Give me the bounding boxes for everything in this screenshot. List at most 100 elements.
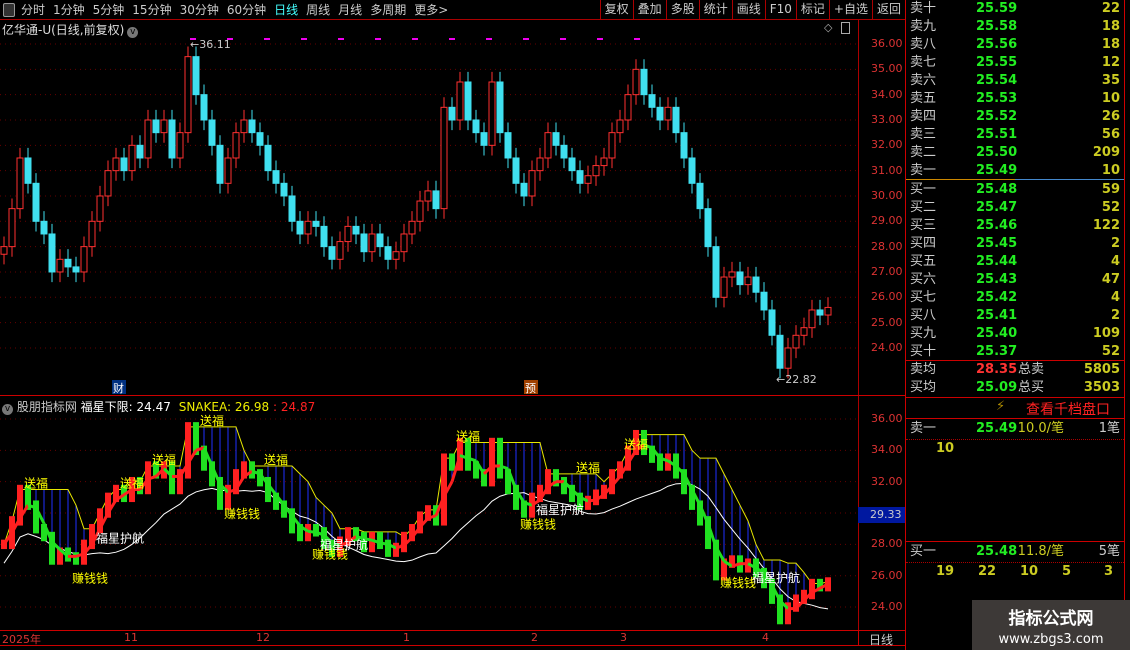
trend-segment [10, 517, 22, 534]
level-volume: 10 [1101, 163, 1120, 178]
signal-label: 赚钱钱 [520, 517, 556, 532]
trend-segment [18, 504, 30, 520]
toolbar-button-2[interactable]: 多股 [665, 0, 699, 20]
trend-segment [290, 514, 302, 527]
indicator-bar [241, 461, 247, 479]
indicator-bar [17, 484, 23, 526]
level-volume: 52 [1101, 200, 1120, 215]
chevron-down-icon[interactable]: v [127, 27, 139, 38]
period-tab-4[interactable]: 30分钟 [179, 3, 219, 17]
trend-segment [499, 464, 509, 471]
divider [906, 418, 1124, 419]
scrollbar[interactable] [1124, 0, 1130, 650]
indicator-bar [505, 469, 511, 495]
indicator-name: 股朋指标网 [16, 400, 77, 414]
toolbar-button-1[interactable]: 叠加 [632, 0, 666, 20]
indicator-bar [809, 578, 815, 600]
candle [40, 211, 48, 245]
stock-title: 亿华通-U(日线,前复权) [2, 23, 125, 37]
candle [456, 71, 464, 131]
level-volume: 18 [1101, 19, 1120, 34]
total-value: 5805 [1083, 362, 1120, 377]
candle [472, 109, 480, 143]
indicator-bar [489, 437, 495, 487]
indicator-bar [297, 523, 303, 542]
toolbar-button-7[interactable]: +自选 [828, 0, 872, 20]
level-label: 卖七 [910, 55, 937, 70]
watermark: 指标公式网 www.zbgs3.com [972, 600, 1130, 650]
indicator-tick: 32.00 [871, 474, 903, 488]
candle [584, 165, 592, 194]
chevron-down-icon[interactable]: v [2, 404, 13, 415]
period-tab-0[interactable]: 分时 [21, 3, 46, 17]
event-mark[interactable]: 预 [525, 382, 536, 395]
avg-price: 25.09 [976, 380, 1018, 395]
toolbar-button-0[interactable]: 复权 [599, 0, 633, 20]
level-price: 25.42 [976, 290, 1018, 305]
indicator-bar [585, 495, 591, 510]
level-price: 25.54 [976, 73, 1018, 88]
period-tab-2[interactable]: 5分钟 [92, 3, 125, 17]
buy-level: 买七 25.42 4 [906, 289, 1124, 307]
trend-segment [59, 548, 69, 558]
period-tab-3[interactable]: 15分钟 [132, 3, 172, 17]
candle [536, 147, 544, 181]
indicator-bar [769, 578, 775, 604]
toolbar-button-4[interactable]: 画线 [731, 0, 765, 20]
candle [160, 109, 168, 143]
indicator-bar [785, 602, 791, 625]
high-label: ←36.11 [190, 38, 231, 51]
level-volume: 26 [1101, 109, 1120, 124]
toolbar-button-6[interactable]: 标记 [795, 0, 829, 20]
candle [728, 261, 736, 288]
level-price: 25.47 [976, 200, 1018, 215]
candle [360, 223, 368, 262]
candle [640, 59, 648, 105]
indicator-bar [457, 437, 463, 471]
trend-segment [618, 462, 630, 478]
candlestick-chart[interactable]: ←36.11 ←22.82 财 预 [0, 0, 858, 395]
trend-segment [195, 446, 205, 452]
divider [0, 395, 905, 396]
toolbar-button-3[interactable]: 统计 [698, 0, 732, 20]
price-tick: 26.00 [871, 290, 903, 304]
trend-segment [506, 468, 518, 491]
queue-per: 11.8/笔 [1017, 544, 1064, 559]
level-volume: 2 [1110, 308, 1120, 323]
period-tab-6[interactable]: 日线 [274, 3, 299, 17]
date-tick: 11 [124, 631, 138, 644]
level-price: 25.37 [976, 344, 1018, 359]
candle [720, 266, 728, 308]
indicator-bar [641, 429, 647, 456]
buy-level: 买九 25.40 109 [906, 325, 1124, 343]
window-toggle-icon[interactable] [841, 22, 850, 34]
period-tab-8[interactable]: 月线 [338, 3, 363, 17]
period-tabs: 分时 1分钟 5分钟 15分钟 30分钟 60分钟 日线 周线 月线 多周期 更多> [21, 1, 456, 18]
trend-segment [682, 473, 694, 491]
toolbar-button-5[interactable]: F10 [764, 0, 796, 20]
period-tab-10[interactable]: 更多> [414, 3, 449, 17]
period-tab-7[interactable]: 周线 [306, 3, 331, 17]
indicator-bar [337, 536, 343, 557]
trend-segment [402, 536, 414, 547]
indicator-bar [569, 484, 575, 503]
period-tab-1[interactable]: 1分钟 [53, 3, 85, 17]
candle [760, 282, 768, 321]
diamond-icon[interactable]: ◇ [824, 21, 833, 34]
candle [32, 173, 40, 232]
period-tab-9[interactable]: 多周期 [370, 3, 407, 17]
sell-level: 卖六 25.54 35 [906, 72, 1124, 90]
level2-link[interactable]: 查看千档盘口 [1026, 402, 1110, 418]
panel-toggle-icon[interactable] [3, 2, 15, 17]
price-tick: 25.00 [871, 315, 903, 329]
signal-dot [227, 38, 233, 40]
toolbar-button-8[interactable]: 返回 [871, 0, 905, 20]
candle [632, 59, 640, 105]
candle [64, 249, 72, 278]
signal-dot [412, 38, 418, 40]
indicator-bar [393, 542, 399, 557]
period-tab-5[interactable]: 60分钟 [226, 3, 267, 17]
event-mark[interactable]: 财 [113, 381, 124, 395]
price-tick: 30.00 [871, 188, 903, 202]
